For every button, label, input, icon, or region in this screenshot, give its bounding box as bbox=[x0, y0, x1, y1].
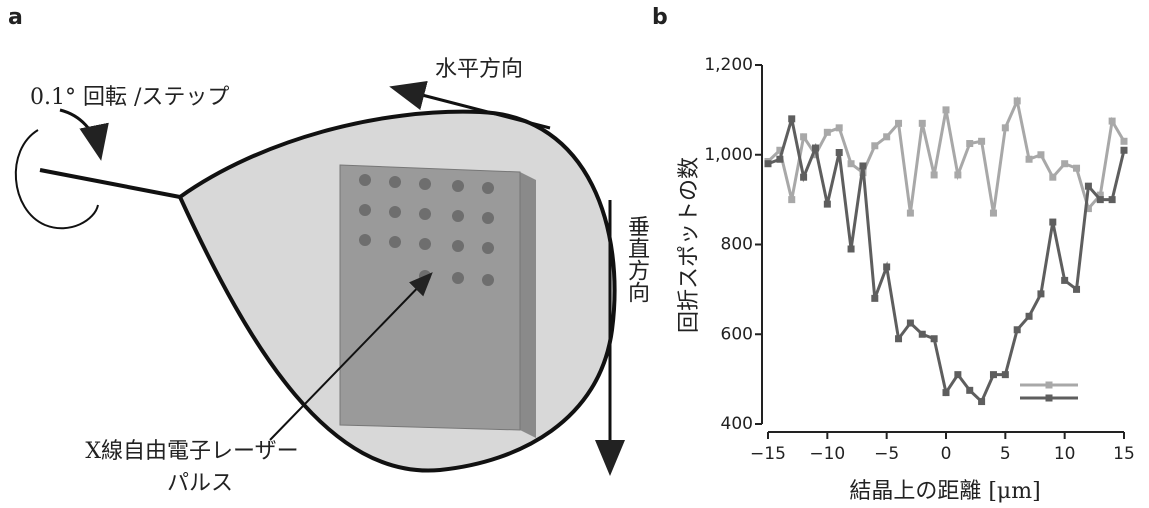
x-tick-label: 10 bbox=[1054, 444, 1076, 464]
x-tick-label: −10 bbox=[809, 444, 845, 464]
point bbox=[954, 371, 961, 378]
point bbox=[776, 156, 783, 163]
point bbox=[1109, 118, 1116, 125]
point bbox=[1014, 326, 1021, 333]
series-line bbox=[768, 101, 1124, 213]
plot: 400 600 800 1,000 1,200 −15 −10 −5 0 5 10 15 bbox=[704, 55, 1134, 464]
point bbox=[871, 295, 878, 302]
y-tick-label: 600 bbox=[721, 324, 753, 344]
point bbox=[1026, 156, 1033, 163]
point bbox=[812, 145, 819, 152]
point bbox=[978, 138, 985, 145]
point bbox=[1061, 277, 1068, 284]
point bbox=[907, 320, 914, 327]
point bbox=[895, 335, 902, 342]
point bbox=[966, 140, 973, 147]
point bbox=[990, 371, 997, 378]
point bbox=[800, 174, 807, 181]
x-tick-label: −5 bbox=[874, 444, 899, 464]
point bbox=[931, 335, 938, 342]
point bbox=[1121, 138, 1128, 145]
point bbox=[943, 389, 950, 396]
point bbox=[1109, 196, 1116, 203]
point bbox=[1073, 165, 1080, 172]
y-tick-label: 800 bbox=[721, 235, 753, 255]
point bbox=[1002, 124, 1009, 131]
page: {"panel_labels": {"a": "a", "b": "b"}, "… bbox=[0, 0, 1149, 508]
series-line bbox=[768, 119, 1124, 402]
point bbox=[1121, 147, 1128, 154]
x-tick-label: −15 bbox=[750, 444, 786, 464]
point bbox=[1026, 313, 1033, 320]
legend-marker bbox=[1046, 395, 1053, 402]
vertical-label: 垂直方向 bbox=[624, 215, 649, 303]
point bbox=[788, 115, 795, 122]
rod bbox=[40, 170, 180, 197]
point bbox=[931, 171, 938, 178]
point bbox=[1049, 219, 1056, 226]
panel-label: b bbox=[652, 5, 668, 30]
point bbox=[1014, 97, 1021, 104]
point bbox=[907, 210, 914, 217]
point bbox=[1002, 371, 1009, 378]
point bbox=[871, 142, 878, 149]
y-tick-label: 400 bbox=[721, 414, 753, 434]
point bbox=[990, 210, 997, 217]
x-tick-label: 0 bbox=[941, 444, 952, 464]
figure: a b 0.1° 回転 /ステップ 水平方向 垂直方向 X線自由電子レーザー パ… bbox=[0, 0, 1149, 508]
point bbox=[966, 387, 973, 394]
point bbox=[883, 263, 890, 270]
point bbox=[1049, 174, 1056, 181]
point bbox=[919, 120, 926, 127]
point bbox=[824, 129, 831, 136]
point bbox=[895, 120, 902, 127]
point bbox=[848, 245, 855, 252]
point bbox=[1073, 286, 1080, 293]
point bbox=[1037, 290, 1044, 297]
point bbox=[836, 124, 843, 131]
horizontal-label: 水平方向 bbox=[435, 57, 523, 82]
point bbox=[883, 133, 890, 140]
y-axis-label: 回折スポットの数 bbox=[677, 157, 702, 333]
pulse-label: X線自由電子レーザー bbox=[85, 439, 298, 464]
point bbox=[788, 196, 795, 203]
x-tick-label: 15 bbox=[1113, 444, 1135, 464]
legend-marker bbox=[1046, 382, 1053, 389]
rotation-label: 0.1° 回転 /ステップ bbox=[30, 85, 229, 110]
diagram: 0.1° 回転 /ステップ 水平方向 垂直方向 X線自由電子レーザー パルス bbox=[16, 57, 649, 496]
point bbox=[765, 160, 772, 167]
point bbox=[1061, 160, 1068, 167]
point bbox=[836, 149, 843, 156]
y-tick-label: 1,200 bbox=[704, 55, 753, 75]
point bbox=[1097, 196, 1104, 203]
y-tick-label: 1,000 bbox=[704, 145, 753, 165]
point bbox=[859, 162, 866, 169]
pulse-label: パルス bbox=[167, 471, 233, 496]
point bbox=[848, 160, 855, 167]
x-axis-label: 結晶上の距離 [μm] bbox=[849, 479, 1040, 504]
point bbox=[800, 133, 807, 140]
point bbox=[1085, 183, 1092, 190]
point bbox=[943, 106, 950, 113]
point bbox=[824, 201, 831, 208]
point bbox=[954, 171, 961, 178]
point bbox=[1037, 151, 1044, 158]
point bbox=[919, 331, 926, 338]
x-tick-label: 5 bbox=[1000, 444, 1011, 464]
point bbox=[978, 398, 985, 405]
panel-label: a bbox=[8, 5, 23, 30]
